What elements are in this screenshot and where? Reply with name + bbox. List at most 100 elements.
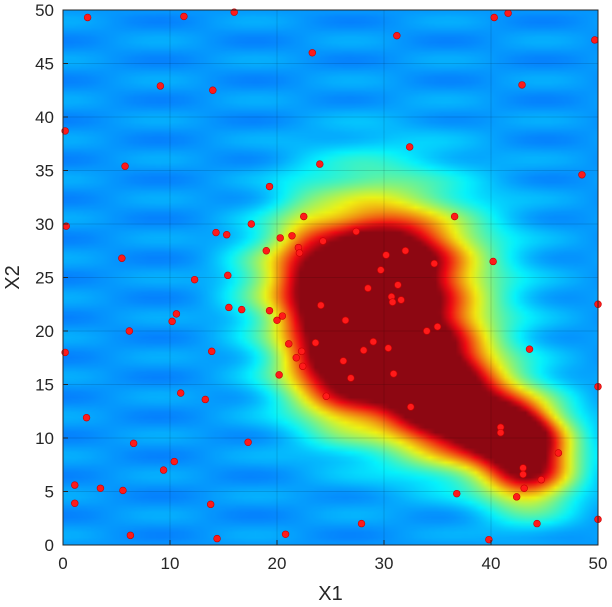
y-tick-label: 5 bbox=[45, 483, 54, 502]
data-point bbox=[190, 275, 199, 284]
data-point bbox=[288, 232, 296, 240]
data-point bbox=[369, 338, 377, 346]
data-point bbox=[206, 500, 215, 509]
data-point bbox=[276, 234, 284, 242]
x-tick-label: 40 bbox=[482, 554, 501, 573]
data-point bbox=[308, 49, 317, 57]
x-tick-label: 0 bbox=[58, 554, 67, 573]
data-point bbox=[180, 12, 188, 21]
scatter-points bbox=[61, 8, 602, 544]
y-tick-label: 50 bbox=[35, 1, 54, 20]
data-point bbox=[341, 316, 350, 324]
x-tick-label: 50 bbox=[589, 554, 608, 573]
data-point bbox=[347, 374, 355, 382]
data-point bbox=[212, 228, 220, 237]
axes: 0 10 20 30 40 50 0 5 10 15 20 25 30 35 40 45 50 bbox=[35, 1, 607, 573]
data-point bbox=[453, 489, 461, 498]
data-point bbox=[537, 476, 545, 484]
data-point bbox=[518, 81, 526, 89]
data-point bbox=[489, 257, 497, 266]
data-point bbox=[519, 464, 527, 472]
data-point bbox=[170, 457, 178, 466]
data-point bbox=[520, 484, 528, 492]
data-point bbox=[285, 340, 293, 348]
data-point bbox=[377, 266, 385, 274]
data-point bbox=[177, 389, 185, 397]
y-tick-label: 40 bbox=[35, 108, 54, 127]
data-point bbox=[83, 13, 92, 22]
data-point bbox=[388, 298, 397, 306]
data-point bbox=[129, 439, 138, 448]
data-point bbox=[244, 438, 252, 446]
data-point bbox=[281, 530, 290, 538]
data-point bbox=[384, 344, 392, 352]
data-point bbox=[71, 499, 79, 507]
data-point bbox=[578, 171, 586, 179]
data-point bbox=[389, 370, 398, 378]
data-point bbox=[364, 284, 372, 292]
data-point bbox=[82, 413, 91, 422]
heatmap-surface bbox=[63, 10, 598, 545]
data-point bbox=[159, 466, 168, 474]
data-point bbox=[201, 395, 210, 404]
data-point bbox=[208, 347, 216, 356]
data-point bbox=[300, 212, 308, 221]
data-point bbox=[298, 362, 307, 371]
data-point bbox=[393, 31, 401, 40]
data-point bbox=[275, 371, 283, 379]
data-point bbox=[237, 305, 246, 314]
data-point bbox=[496, 428, 505, 437]
data-point bbox=[126, 531, 135, 540]
y-tick-label: 30 bbox=[35, 215, 54, 234]
y-tick-label: 20 bbox=[35, 322, 54, 341]
data-point bbox=[519, 470, 527, 479]
data-point bbox=[316, 160, 324, 168]
x-tick-label: 30 bbox=[375, 554, 394, 573]
data-point bbox=[118, 254, 126, 262]
data-point bbox=[504, 9, 512, 17]
y-tick-label: 0 bbox=[45, 536, 54, 555]
data-point bbox=[121, 162, 129, 170]
data-point bbox=[394, 281, 402, 289]
data-point bbox=[297, 347, 306, 356]
data-point bbox=[490, 13, 498, 22]
data-point bbox=[96, 484, 105, 492]
x-axis-label: X1 bbox=[318, 583, 342, 605]
data-point bbox=[430, 259, 438, 268]
data-point bbox=[224, 271, 232, 280]
data-point bbox=[213, 534, 221, 543]
data-point bbox=[405, 143, 414, 151]
data-point bbox=[554, 449, 563, 457]
data-point bbox=[172, 310, 181, 318]
data-point bbox=[407, 403, 415, 411]
y-tick-label: 25 bbox=[35, 269, 54, 288]
data-point bbox=[125, 327, 134, 335]
data-point bbox=[71, 481, 79, 489]
data-point bbox=[359, 346, 368, 354]
data-point bbox=[295, 249, 304, 257]
data-point bbox=[339, 357, 348, 365]
data-point bbox=[397, 296, 405, 304]
y-tick-label: 35 bbox=[35, 162, 54, 181]
data-point bbox=[247, 220, 256, 228]
data-point bbox=[156, 82, 165, 90]
data-point bbox=[292, 354, 300, 362]
data-point bbox=[450, 212, 459, 221]
data-point bbox=[119, 486, 127, 495]
x-tick-label: 10 bbox=[161, 554, 180, 573]
data-point bbox=[433, 323, 442, 331]
data-point bbox=[223, 231, 231, 239]
data-point bbox=[273, 316, 281, 324]
data-point bbox=[401, 247, 410, 255]
data-point bbox=[262, 247, 270, 255]
data-point bbox=[278, 312, 287, 320]
data-point bbox=[319, 237, 327, 245]
data-point bbox=[322, 392, 330, 400]
data-point bbox=[265, 306, 274, 315]
data-point bbox=[525, 345, 534, 353]
data-point bbox=[311, 339, 320, 347]
x-tick-label: 20 bbox=[268, 554, 287, 573]
data-point bbox=[382, 251, 390, 259]
data-point bbox=[209, 86, 217, 94]
